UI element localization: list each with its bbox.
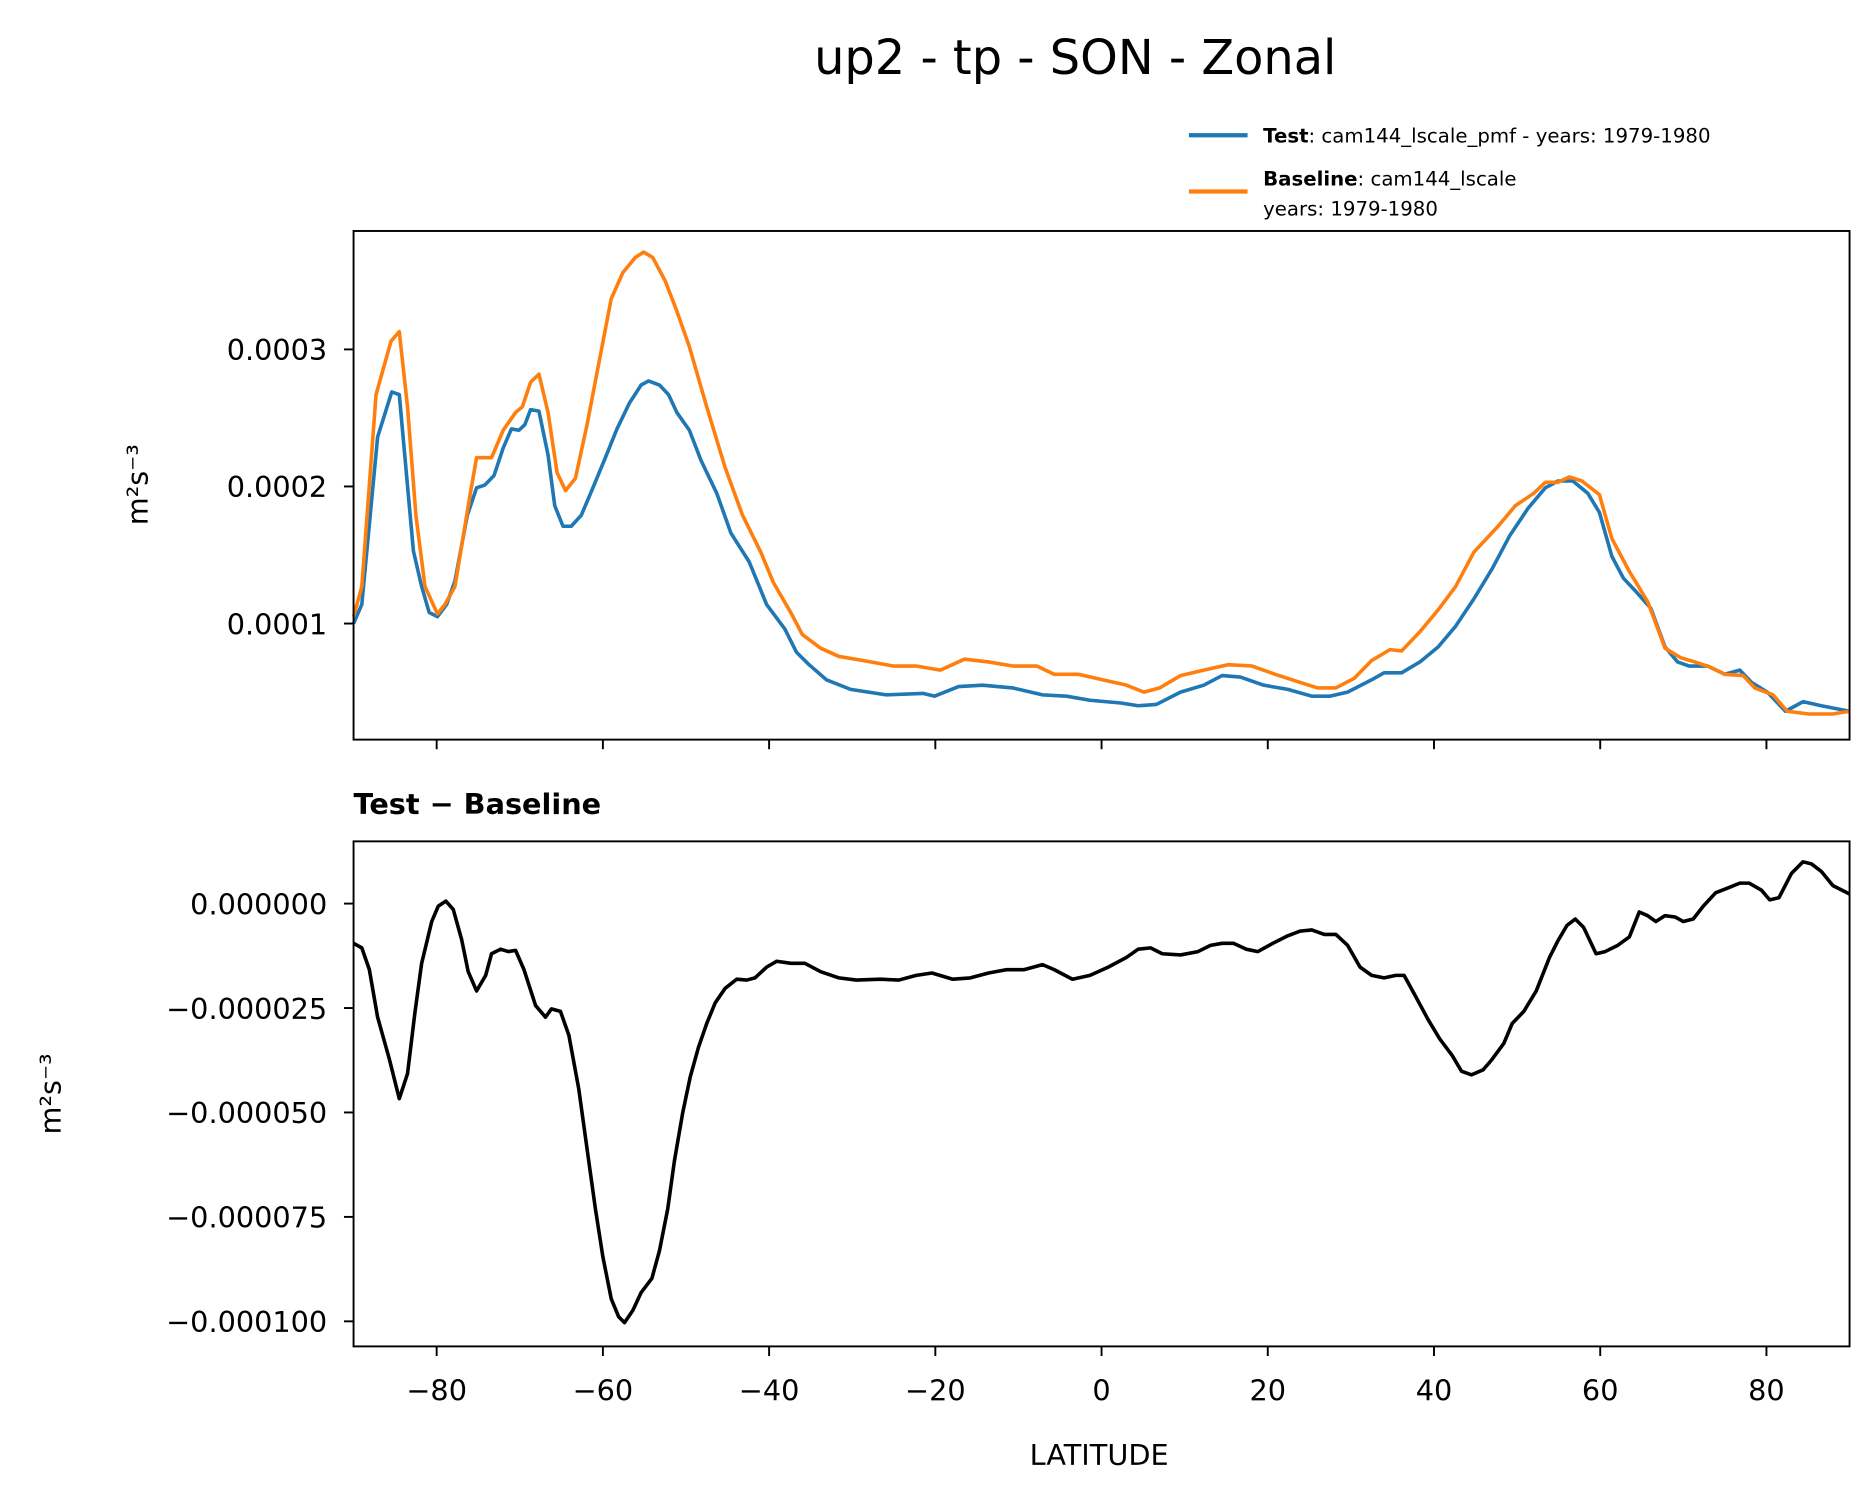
top-axes: 0.0001 0.0002 0.0003 [227,230,1851,750]
bottom-y-tick-label: 0.000000 [190,887,327,921]
legend-bold-baseline: Baseline [1263,168,1357,191]
legend-bold-test: Test [1263,124,1308,147]
top-y-tick-label: 0.0003 [227,333,328,367]
bottom-x-tick-label: −20 [905,1373,966,1407]
bottom-y-tick-label: −0.000075 [166,1201,327,1235]
legend-text-baseline: : cam144_lscale [1358,168,1517,191]
legend-text-test: : cam144_lscale_pmf - years: 1979-1980 [1309,124,1711,147]
bottom-x-tick-label: −80 [406,1373,467,1407]
legend: Test: cam144_lscale_pmf - years: 1979-19… [1188,124,1711,220]
top-y-tick-label: 0.0001 [227,607,328,641]
chart-title: up2 - tp - SON - Zonal [814,31,1336,86]
bottom-x-tick-label: 80 [1748,1373,1785,1407]
top-y-axis-label: m²s⁻³ [121,444,155,525]
x-axis-label: LATITUDE [1030,1438,1169,1472]
bottom-subplot-title: Test − Baseline [354,787,602,821]
bottom-x-tick-label: 40 [1416,1373,1453,1407]
bottom-series-line-test-baseline [352,860,1851,1325]
legend-label-test: Test: cam144_lscale_pmf - years: 1979-19… [1263,124,1710,147]
top-series-line-baseline [351,250,1850,716]
bottom-x-tick-label: 20 [1250,1373,1287,1407]
bottom-x-tick-label: −60 [573,1373,634,1407]
bottom-x-tick-label: 60 [1582,1373,1619,1407]
top-series-line-test [351,379,1850,714]
bottom-y-axis-label: m²s⁻³ [33,1053,67,1134]
legend-label-baseline-years: years: 1979-1980 [1263,197,1438,220]
bottom-x-tick-label: 0 [1092,1373,1110,1407]
bottom-y-tick-label: −0.000025 [166,992,327,1026]
bottom-x-tick-label: −40 [739,1373,800,1407]
top-y-tick-label: 0.0002 [227,470,328,504]
bottom-axes: −80 −60 −40 −20 0 20 40 60 80 0.000000 −0.000025 −0… [166,840,1851,1407]
bottom-y-tick-label: −0.000050 [166,1096,327,1130]
bottom-y-tick-label: −0.000100 [166,1305,327,1339]
top-plot-frame [352,230,1851,741]
legend-label-baseline: Baseline: cam144_lscale [1263,168,1516,191]
